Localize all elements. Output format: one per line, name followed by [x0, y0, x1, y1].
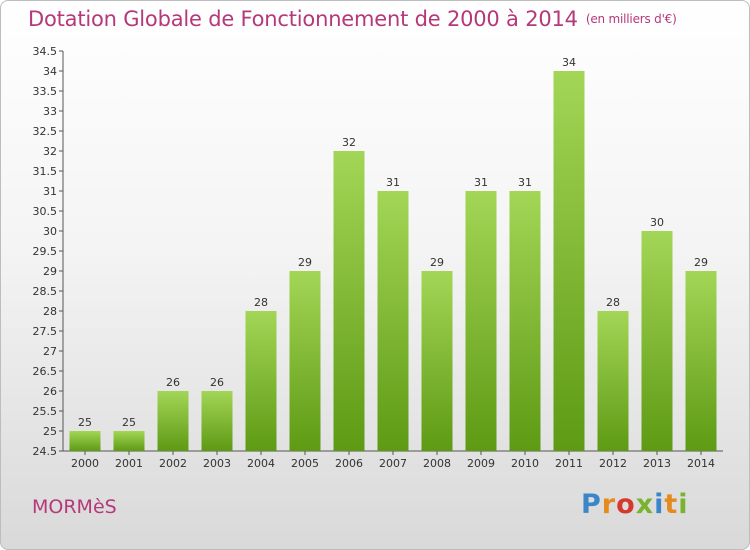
x-tick-label: 2012 — [599, 457, 627, 470]
bar-2011 — [553, 71, 585, 451]
x-tick-label: 2011 — [555, 457, 583, 470]
y-tick-label: 26 — [43, 385, 57, 398]
y-tick-label: 34 — [43, 65, 57, 78]
bar-2010 — [509, 191, 541, 451]
bar-value-label: 28 — [254, 296, 268, 309]
bar-value-label: 26 — [210, 376, 224, 389]
x-tick-label: 2014 — [687, 457, 715, 470]
y-tick-label: 31.5 — [33, 165, 58, 178]
bar-value-label: 29 — [694, 256, 708, 269]
y-tick-label: 29 — [43, 265, 57, 278]
x-tick-label: 2003 — [203, 457, 231, 470]
logo-letter: i — [678, 489, 689, 520]
x-tick-label: 2004 — [247, 457, 275, 470]
bar-2003 — [201, 391, 233, 451]
bar-value-label: 29 — [298, 256, 312, 269]
logo-letter: r — [601, 489, 617, 520]
proxiti-logo[interactable]: Proxiti — [581, 489, 689, 520]
bar-value-label: 26 — [166, 376, 180, 389]
x-tick-label: 2006 — [335, 457, 363, 470]
y-tick-label: 33.5 — [33, 85, 58, 98]
y-tick-label: 25 — [43, 425, 57, 438]
x-tick-label: 2000 — [71, 457, 99, 470]
x-tick-label: 2007 — [379, 457, 407, 470]
bar-2002 — [157, 391, 189, 451]
x-tick-label: 2008 — [423, 457, 451, 470]
bar-value-label: 25 — [122, 416, 136, 429]
bar-value-label: 29 — [430, 256, 444, 269]
axes: 24.5 25 25.5 26 26.5 27 27.5 28 28.5 29 29.5 30 30.5… — [33, 45, 723, 470]
bar-value-label: 31 — [386, 176, 400, 189]
bar-2007 — [377, 191, 409, 451]
logo-letter: x — [635, 489, 655, 520]
bar-value-label: 25 — [78, 416, 92, 429]
x-tick-label: 2001 — [115, 457, 143, 470]
bar-value-label: 32 — [342, 136, 356, 149]
y-tick-label: 34.5 — [33, 45, 58, 58]
bar-2004 — [245, 311, 277, 451]
x-tick-label: 2009 — [467, 457, 495, 470]
y-tick-label: 25.5 — [33, 405, 58, 418]
bar-value-label: 30 — [650, 216, 664, 229]
x-tick-label: 2013 — [643, 457, 671, 470]
logo-letter: o — [616, 489, 636, 520]
y-tick-label: 27 — [43, 345, 57, 358]
x-tick-label: 2010 — [511, 457, 539, 470]
x-tick-label: 2002 — [159, 457, 187, 470]
x-tick-label: 2005 — [291, 457, 319, 470]
bar-2006 — [333, 151, 365, 451]
bar-2001 — [113, 431, 145, 451]
y-tick-label: 33 — [43, 105, 57, 118]
bar-2000 — [69, 431, 101, 451]
commune-name: MORMèS — [32, 496, 117, 518]
y-tick-label: 30.5 — [33, 205, 58, 218]
y-tick-label: 27.5 — [33, 325, 58, 338]
bar-2013 — [641, 231, 673, 451]
bar-2012 — [597, 311, 629, 451]
y-tick-label: 32.5 — [33, 125, 58, 138]
y-tick-label: 29.5 — [33, 245, 58, 258]
logo-letter: t — [664, 489, 679, 520]
y-tick-label: 30 — [43, 225, 57, 238]
y-tick-label: 28 — [43, 305, 57, 318]
y-tick-label: 31 — [43, 185, 57, 198]
bar-2009 — [465, 191, 497, 451]
bar-2005 — [289, 271, 321, 451]
bar-value-label: 31 — [518, 176, 532, 189]
bar-value-label: 28 — [606, 296, 620, 309]
chart-title-text: Dotation Globale de Fonctionnement de 20… — [28, 7, 578, 31]
bar-value-label: 31 — [474, 176, 488, 189]
logo-letter: i — [654, 489, 665, 520]
bar-2014 — [685, 271, 717, 451]
bar-value-label: 34 — [562, 56, 576, 69]
y-tick-label: 26.5 — [33, 365, 58, 378]
chart-title: Dotation Globale de Fonctionnement de 20… — [28, 7, 677, 31]
y-tick-label: 28.5 — [33, 285, 58, 298]
y-tick-label: 24.5 — [33, 445, 58, 458]
logo-letter: P — [581, 489, 602, 520]
y-tick-label: 32 — [43, 145, 57, 158]
chart-subtitle: (en milliers d'€) — [585, 12, 677, 26]
bars: 25 25 26 26 28 29 32 31 29 31 31 34 28 30 29 — [69, 56, 717, 451]
bar-2008 — [421, 271, 453, 451]
